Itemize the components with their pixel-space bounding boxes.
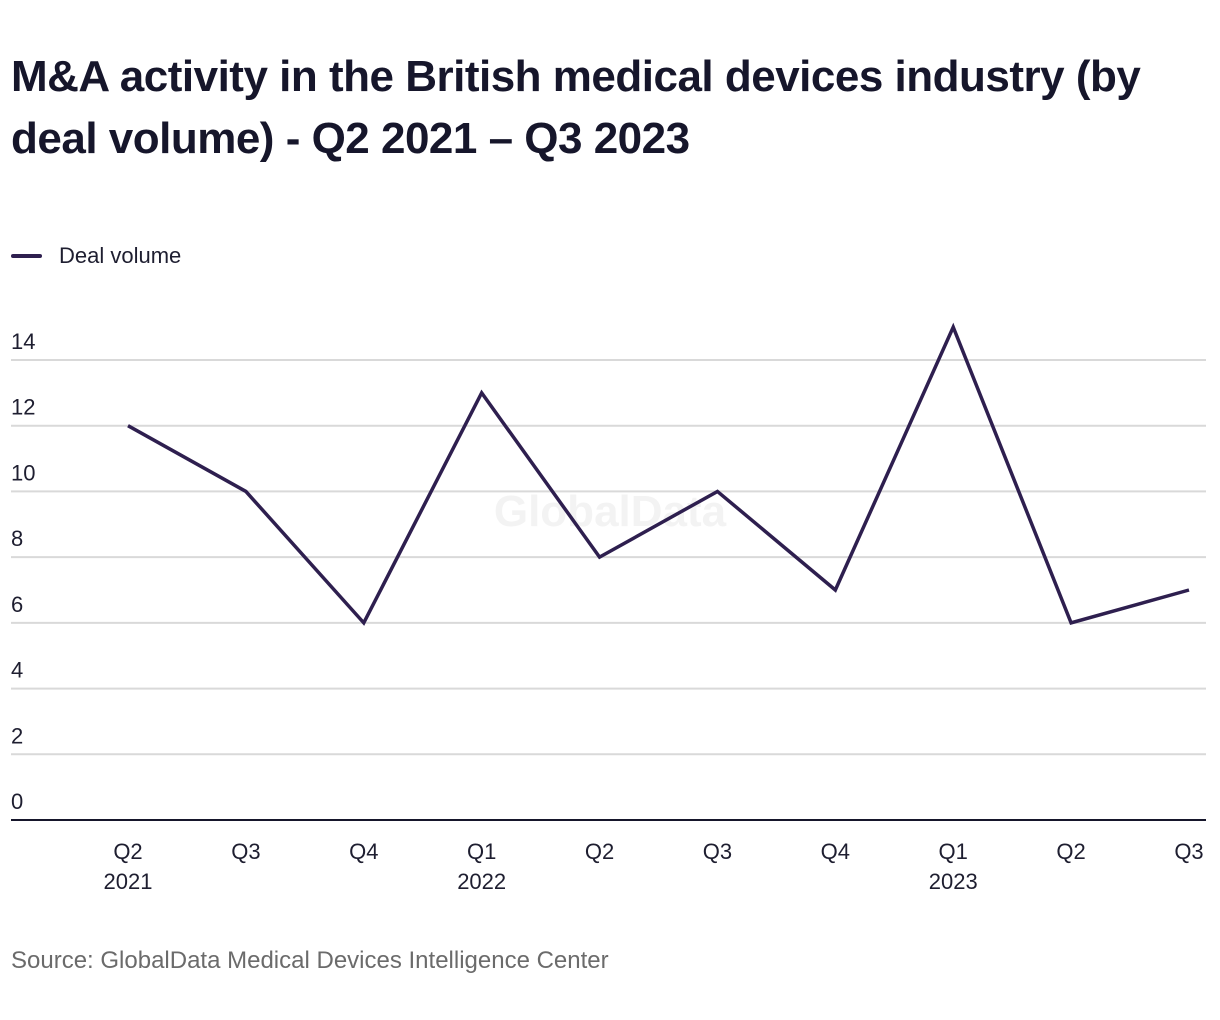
x-tick-year-label: 2022 [457,869,506,894]
legend-swatch-deal-volume [11,254,42,258]
x-tick-label: Q1 [467,839,496,864]
source-note: Source: GlobalData Medical Devices Intel… [11,947,609,974]
x-tick-label: Q3 [231,839,260,864]
x-tick-label: Q3 [1174,839,1203,864]
y-tick-label: 2 [11,723,23,748]
legend: Deal volume [11,243,181,269]
x-tick-label: Q4 [821,839,850,864]
x-tick-label: Q1 [939,839,968,864]
y-tick-label: 0 [11,789,23,814]
series-deal-volume [127,322,1190,626]
y-tick-label: 12 [11,395,35,420]
x-tick-year-label: 2021 [104,869,153,894]
x-tick-label: Q2 [585,839,614,864]
watermark: GlobalData [494,487,727,536]
x-axis-ticks: Q2 2021 Q3 Q4 Q1 2022 Q2 Q3 Q4 Q1 2023 Q2 Q3 [104,839,1204,894]
line-deal-volume [127,322,1190,626]
x-tick-label: Q3 [703,839,732,864]
x-tick-label: Q2 [1056,839,1085,864]
y-tick-label: 10 [11,460,35,485]
chart-title: M&A activity in the British medical devi… [11,52,1141,163]
y-tick-label: 4 [11,658,23,683]
gridlines [11,359,1206,756]
x-tick-label: Q2 [113,839,142,864]
y-axis-ticks: 0 2 4 6 8 10 12 14 [11,329,35,814]
x-tick-label: Q4 [349,839,378,864]
y-tick-label: 6 [11,592,23,617]
legend-label-deal-volume: Deal volume [59,243,182,268]
x-tick-year-label: 2023 [929,869,978,894]
y-tick-label: 8 [11,526,23,551]
y-tick-label: 14 [11,329,35,354]
